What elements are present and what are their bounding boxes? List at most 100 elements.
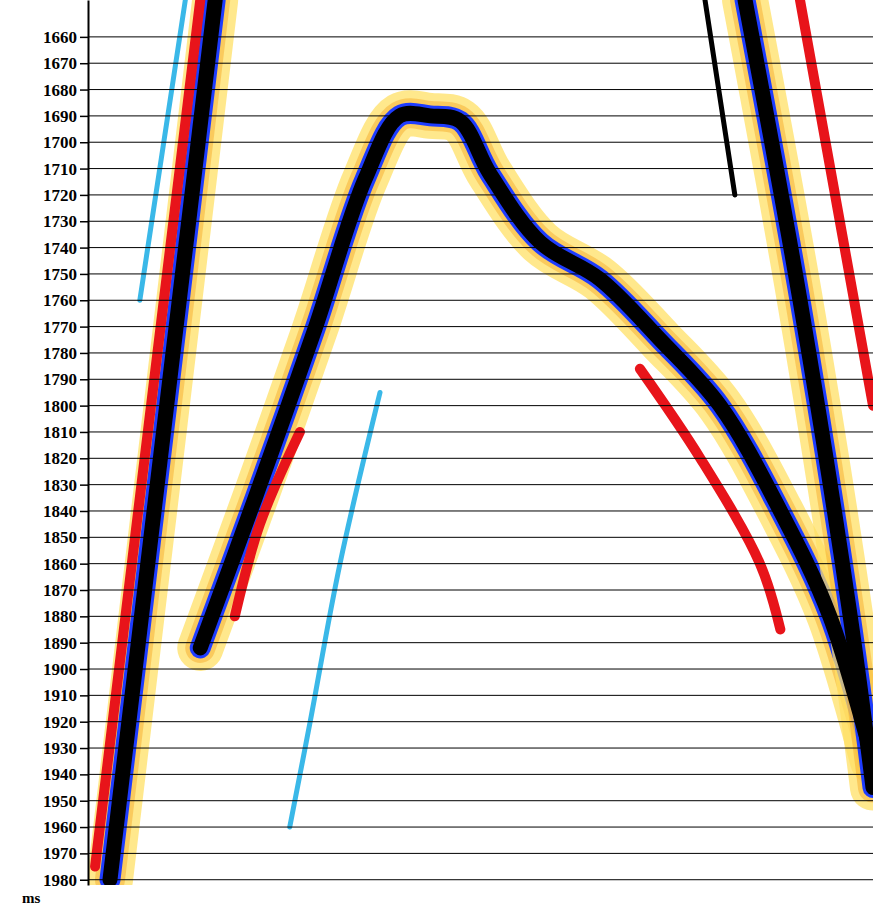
tick-label: 1720 <box>43 186 77 205</box>
tick: 1970 <box>43 844 88 863</box>
tick-label: 1740 <box>43 239 77 258</box>
grid-line <box>88 36 873 37</box>
tick-label: 1730 <box>43 212 77 231</box>
tick-label: 1770 <box>43 318 77 337</box>
tick-mark <box>80 748 88 750</box>
tick-label: 1840 <box>43 502 77 521</box>
tick-mark <box>80 721 88 723</box>
grid-line <box>88 405 873 406</box>
tick-mark <box>80 642 88 644</box>
tick: 1770 <box>43 318 88 337</box>
grid-line <box>88 510 873 511</box>
tick: 1730 <box>43 212 88 231</box>
tick-label: 1870 <box>43 581 77 600</box>
grid-line <box>88 142 873 143</box>
tick-label: 1750 <box>43 265 77 284</box>
tick-mark <box>80 379 88 381</box>
tick-label: 1810 <box>43 423 77 442</box>
tick: 1830 <box>43 476 88 495</box>
tick-mark <box>80 537 88 539</box>
tick-label: 1690 <box>43 107 77 126</box>
grid-line <box>88 537 873 538</box>
tick-mark <box>80 168 88 170</box>
grid <box>88 37 873 880</box>
tick-label: 1950 <box>43 792 77 811</box>
grid-line <box>88 590 873 591</box>
chart: 1660167016801690170017101720173017401750… <box>0 0 873 909</box>
seismic-event <box>705 0 735 195</box>
tick-label: 1930 <box>43 739 77 758</box>
tick: 1890 <box>43 634 88 653</box>
grid-line <box>88 273 873 274</box>
tick-label: 1850 <box>43 528 77 547</box>
tick: 1780 <box>43 344 88 363</box>
tick-label: 1960 <box>43 818 77 837</box>
grid-line <box>88 379 873 380</box>
tick-mark <box>80 405 88 407</box>
grid-line <box>88 89 873 90</box>
grid-line <box>88 616 873 617</box>
tick: 1920 <box>43 713 88 732</box>
tick-mark <box>80 326 88 328</box>
tick-mark <box>80 63 88 65</box>
tick: 1810 <box>43 423 88 442</box>
grid-line <box>88 484 873 485</box>
tick-mark <box>80 247 88 249</box>
tick-label: 1760 <box>43 291 77 310</box>
tick: 1870 <box>43 581 88 600</box>
seismic-event <box>290 392 380 827</box>
tick-mark <box>80 511 88 513</box>
grid-line <box>88 853 873 854</box>
tick: 1710 <box>43 160 88 179</box>
grid-line <box>88 748 873 749</box>
tick: 1860 <box>43 555 88 574</box>
grid-line <box>88 642 873 643</box>
tick-label: 1830 <box>43 476 77 495</box>
tick-label: 1790 <box>43 370 77 389</box>
tick-label: 1980 <box>43 871 77 890</box>
tick-label: 1700 <box>43 133 77 152</box>
tick: 1660 <box>43 28 88 47</box>
grid-line <box>88 800 873 801</box>
seismic-event <box>200 113 873 761</box>
tick-mark <box>80 853 88 855</box>
tick-mark <box>80 695 88 697</box>
grid-line <box>88 774 873 775</box>
tick-label: 1820 <box>43 449 77 468</box>
tick: 1750 <box>43 265 88 284</box>
tick-label: 1780 <box>43 344 77 363</box>
tick-mark <box>80 89 88 91</box>
grid-line <box>88 194 873 195</box>
tick: 1910 <box>43 686 88 705</box>
grid-line <box>88 669 873 670</box>
tick-mark <box>80 195 88 197</box>
tick: 1690 <box>43 107 88 126</box>
tick: 1800 <box>43 397 88 416</box>
grid-line <box>88 221 873 222</box>
axis-title: ms <box>22 890 40 906</box>
tick-mark <box>80 669 88 671</box>
tick-mark <box>80 300 88 302</box>
tick: 1840 <box>43 502 88 521</box>
tick-mark <box>80 116 88 118</box>
tick-label: 1800 <box>43 397 77 416</box>
grid-line <box>88 168 873 169</box>
seismic-event <box>800 0 873 406</box>
tick: 1700 <box>43 133 88 152</box>
tick-label: 1970 <box>43 844 77 863</box>
tick: 1880 <box>43 607 88 626</box>
grid-line <box>88 879 873 880</box>
tick: 1850 <box>43 528 88 547</box>
tick-mark <box>80 563 88 565</box>
tick: 1760 <box>43 291 88 310</box>
grid-line <box>88 115 873 116</box>
tick-mark <box>80 800 88 802</box>
tick: 1940 <box>43 765 88 784</box>
y-axis: 1660167016801690170017101720173017401750… <box>43 1 89 890</box>
tick: 1950 <box>43 792 88 811</box>
tick: 1900 <box>43 660 88 679</box>
tick: 1980 <box>43 871 88 890</box>
tick-label: 1940 <box>43 765 77 784</box>
tick: 1670 <box>43 54 88 73</box>
tick-label: 1670 <box>43 54 77 73</box>
